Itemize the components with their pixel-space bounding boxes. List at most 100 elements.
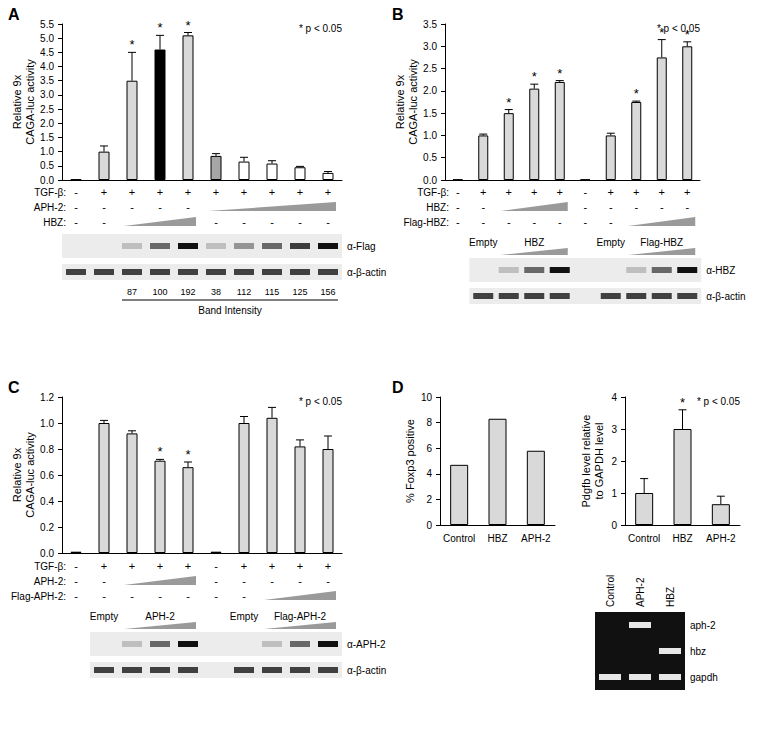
svg-text:-: -	[326, 575, 330, 587]
svg-text:+: +	[269, 186, 275, 198]
svg-text:0.5: 0.5	[423, 152, 437, 163]
svg-text:1.2: 1.2	[40, 392, 54, 403]
svg-text:6: 6	[426, 443, 432, 454]
svg-text:1.5: 1.5	[423, 108, 437, 119]
svg-text:APH-2:: APH-2:	[34, 202, 66, 213]
svg-text:-: -	[130, 590, 134, 602]
svg-text:Empty: Empty	[469, 237, 497, 248]
svg-text:-: -	[609, 201, 613, 213]
svg-text:-: -	[74, 560, 78, 572]
svg-text:-: -	[507, 216, 511, 228]
svg-text:-: -	[74, 575, 78, 587]
svg-text:-: -	[481, 201, 485, 213]
svg-text:-: -	[583, 201, 587, 213]
svg-text:-: -	[298, 216, 302, 228]
svg-text:+: +	[659, 186, 665, 198]
svg-text:α-Flag: α-Flag	[347, 241, 376, 252]
svg-text:D: D	[392, 379, 404, 396]
svg-text:CAGA-luc activity: CAGA-luc activity	[407, 59, 419, 145]
svg-text:Relative 9x: Relative 9x	[394, 74, 406, 129]
svg-text:*: *	[157, 20, 162, 35]
svg-text:8: 8	[426, 417, 432, 428]
svg-text:2.5: 2.5	[40, 104, 54, 115]
svg-text:100: 100	[152, 287, 167, 297]
svg-text:-: -	[186, 201, 190, 213]
svg-text:+: +	[101, 560, 107, 572]
svg-text:192: 192	[180, 287, 195, 297]
svg-text:* p < 0.05: * p < 0.05	[299, 396, 343, 407]
svg-text:Pdgfb level relative: Pdgfb level relative	[580, 415, 592, 508]
svg-text:Relative 9x: Relative 9x	[11, 74, 23, 129]
svg-text:-: -	[456, 216, 460, 228]
svg-text:HBZ:: HBZ:	[426, 202, 449, 213]
svg-text:Band Intensity: Band Intensity	[198, 305, 261, 316]
svg-text:-: -	[456, 186, 460, 198]
svg-text:3: 3	[611, 424, 617, 435]
svg-text:Relative 9x: Relative 9x	[11, 447, 23, 502]
svg-text:0.8: 0.8	[40, 444, 54, 455]
svg-text:-: -	[685, 201, 689, 213]
svg-text:A: A	[8, 6, 20, 23]
svg-text:CAGA-luc activity: CAGA-luc activity	[24, 59, 36, 145]
svg-text:gapdh: gapdh	[690, 672, 718, 683]
svg-text:2: 2	[426, 494, 432, 505]
svg-text:+: +	[157, 186, 163, 198]
svg-text:+: +	[185, 186, 191, 198]
svg-text:+: +	[129, 560, 135, 572]
svg-text:to GAPDH level: to GAPDH level	[593, 422, 605, 499]
svg-text:APH-2: APH-2	[706, 533, 736, 544]
svg-text:+: +	[297, 186, 303, 198]
svg-text:APH-2: APH-2	[635, 577, 646, 607]
svg-text:*: *	[532, 69, 537, 84]
svg-text:*: *	[185, 447, 190, 462]
svg-text:HBZ: HBZ	[488, 533, 508, 544]
svg-text:-: -	[298, 575, 302, 587]
svg-text:α-β-actin: α-β-actin	[347, 665, 386, 676]
svg-text:+: +	[185, 560, 191, 572]
svg-text:*: *	[680, 395, 685, 410]
svg-text:+: +	[157, 560, 163, 572]
svg-text:+: +	[506, 186, 512, 198]
svg-text:α-HBZ: α-HBZ	[706, 265, 735, 276]
svg-text:Empty: Empty	[90, 611, 118, 622]
svg-text:2.0: 2.0	[40, 118, 54, 129]
svg-text:-: -	[74, 186, 78, 198]
svg-text:-: -	[326, 216, 330, 228]
svg-text:1.0: 1.0	[40, 418, 54, 429]
svg-text:-: -	[609, 216, 613, 228]
svg-text:0.0: 0.0	[40, 548, 54, 559]
svg-text:Flag-HBZ:: Flag-HBZ:	[403, 217, 449, 228]
svg-text:-: -	[102, 201, 106, 213]
svg-text:HBZ:: HBZ:	[43, 217, 66, 228]
svg-text:Control: Control	[605, 575, 616, 607]
svg-text:APH-2:: APH-2:	[34, 576, 66, 587]
svg-text:+: +	[325, 560, 331, 572]
svg-text:+: +	[129, 186, 135, 198]
svg-text:+: +	[325, 186, 331, 198]
svg-text:0.4: 0.4	[40, 496, 54, 507]
svg-text:-: -	[74, 201, 78, 213]
svg-text:α-APH-2: α-APH-2	[347, 639, 386, 650]
svg-text:3.0: 3.0	[40, 89, 54, 100]
svg-text:-: -	[214, 590, 218, 602]
svg-text:+: +	[531, 186, 537, 198]
svg-text:-: -	[242, 590, 246, 602]
svg-text:2: 2	[611, 456, 617, 467]
svg-text:-: -	[102, 216, 106, 228]
svg-text:* p < 0.05: * p < 0.05	[697, 396, 741, 407]
svg-text:87: 87	[127, 287, 137, 297]
svg-text:+: +	[557, 186, 563, 198]
svg-text:aph-2: aph-2	[690, 620, 716, 631]
svg-text:*: *	[634, 86, 639, 101]
svg-text:+: +	[213, 186, 219, 198]
svg-text:-: -	[158, 201, 162, 213]
svg-text:+: +	[269, 560, 275, 572]
svg-text:TGF-β:: TGF-β:	[34, 187, 66, 198]
svg-text:TGF-β:: TGF-β:	[417, 187, 449, 198]
svg-text:Flag-APH-2:: Flag-APH-2:	[11, 591, 66, 602]
svg-text:Empty: Empty	[597, 237, 625, 248]
svg-text:-: -	[214, 575, 218, 587]
svg-text:-: -	[242, 575, 246, 587]
svg-text:-: -	[456, 201, 460, 213]
svg-text:0.6: 0.6	[40, 470, 54, 481]
